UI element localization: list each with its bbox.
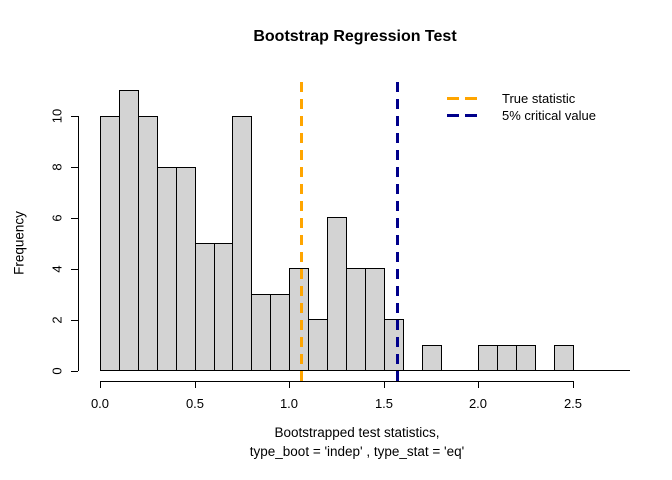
histogram-bar <box>251 294 271 371</box>
dash-segment <box>465 97 477 100</box>
legend: True statistic 5% critical value <box>447 91 596 123</box>
histogram-baseline <box>100 370 630 371</box>
x-tick-label: 0.0 <box>90 396 110 411</box>
y-tick-label: 4 <box>49 265 65 273</box>
x-axis-label-line2: type_boot = 'indep' , type_stat = 'eq' <box>249 444 465 459</box>
legend-label: 5% critical value <box>502 108 596 123</box>
x-tick <box>384 382 385 388</box>
x-tick <box>195 382 196 388</box>
y-tick <box>71 269 78 270</box>
histogram-bar <box>516 345 536 371</box>
histogram-bar <box>289 268 309 371</box>
y-tick <box>71 218 78 219</box>
histogram-bar <box>384 319 404 371</box>
histogram-bar <box>478 345 498 371</box>
x-tick-label: 1.0 <box>279 396 299 411</box>
x-axis-label-line1: Bootstrapped test statistics, <box>274 425 440 440</box>
histogram-bar <box>422 345 442 371</box>
y-tick <box>71 320 78 321</box>
y-tick <box>71 371 78 372</box>
y-tick-label: 10 <box>49 108 65 124</box>
x-tick-label: 2.0 <box>468 396 488 411</box>
plot-title: Bootstrap Regression Test <box>253 28 457 45</box>
x-tick <box>573 382 574 388</box>
histogram-bar <box>195 243 215 371</box>
histogram-bar <box>214 243 233 371</box>
x-tick <box>478 382 479 388</box>
x-axis-line <box>100 381 574 382</box>
y-tick <box>71 116 78 117</box>
histogram-bar <box>346 268 366 371</box>
x-tick-label: 1.5 <box>374 396 394 411</box>
x-tick-label: 0.5 <box>185 396 205 411</box>
histogram-bar <box>232 116 252 371</box>
histogram-bar <box>157 167 177 371</box>
x-axis-label: Bootstrapped test statistics, type_boot … <box>77 423 637 461</box>
critical-value-dash-icon <box>447 114 488 117</box>
x-tick-label: 2.5 <box>563 396 583 411</box>
histogram-bar <box>327 217 347 371</box>
histogram-bar <box>308 319 328 371</box>
histogram-bar <box>365 268 385 371</box>
y-tick-label: 6 <box>49 214 65 222</box>
histogram-bar <box>270 294 290 371</box>
x-tick <box>100 382 101 388</box>
true-statistic-line <box>300 82 303 381</box>
histogram-bar <box>100 116 120 371</box>
histogram-bar <box>138 116 158 371</box>
x-tick <box>289 382 290 388</box>
legend-label: True statistic <box>502 91 576 106</box>
y-tick <box>71 167 78 168</box>
true-statistic-dash-icon <box>447 97 488 100</box>
dash-segment <box>465 114 477 117</box>
legend-entry-critical-value: 5% critical value <box>447 108 596 123</box>
dash-segment <box>447 97 459 100</box>
critical-value-line <box>396 82 399 381</box>
y-tick-label: 0 <box>49 367 65 375</box>
y-tick-label: 2 <box>49 316 65 324</box>
histogram-bar <box>176 167 196 371</box>
histogram-bar <box>554 345 574 371</box>
dash-segment <box>447 114 459 117</box>
histogram-bar <box>497 345 517 371</box>
y-axis-label: Frequency <box>11 211 27 275</box>
y-axis-line <box>78 116 79 371</box>
histogram-bar <box>119 90 139 371</box>
y-tick-label: 8 <box>49 163 65 171</box>
legend-entry-true-statistic: True statistic <box>447 91 596 106</box>
